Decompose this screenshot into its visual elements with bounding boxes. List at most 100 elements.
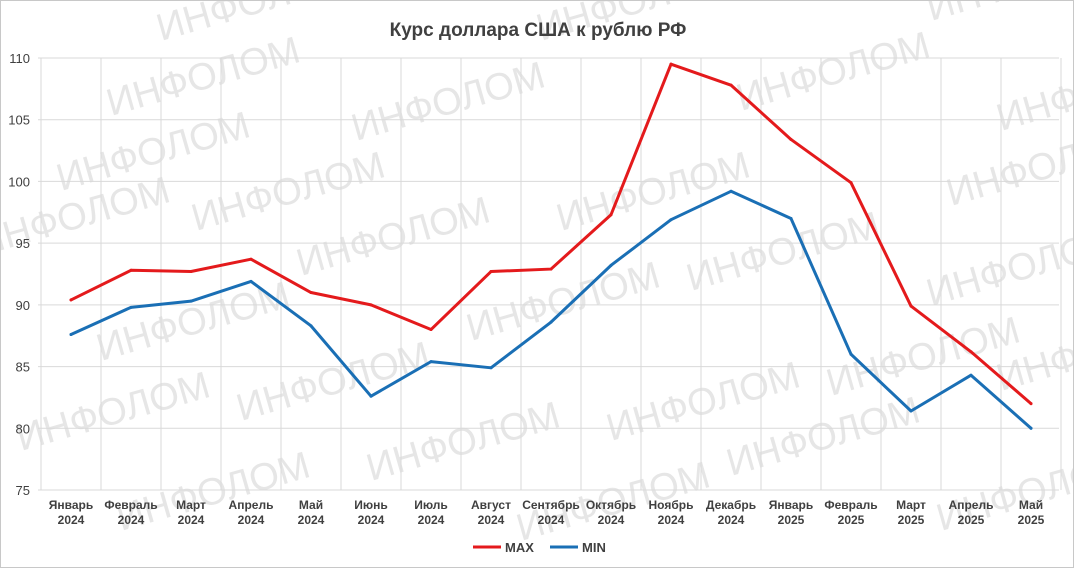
x-tick-label: Февраль	[104, 498, 157, 512]
y-tick-label: 105	[8, 113, 30, 128]
data-point-max	[789, 137, 793, 141]
x-tick-label-year: 2024	[658, 513, 685, 527]
watermark-text: ИНФОЛОМ	[682, 204, 885, 299]
x-tick-label-year: 2024	[478, 513, 505, 527]
watermark-text: ИНФОЛОМ	[552, 144, 755, 239]
data-point-min	[309, 324, 313, 328]
x-tick-label: Май	[299, 498, 323, 512]
x-tick-label: Декабрь	[706, 498, 756, 512]
watermark-text: ИНФОЛОМ	[232, 334, 435, 429]
y-tick-label: 110	[9, 51, 30, 66]
data-point-min	[489, 366, 493, 370]
x-tick-label: Июль	[414, 498, 448, 512]
data-point-min	[909, 409, 913, 413]
x-tick-label: Март	[176, 498, 206, 512]
data-point-min	[789, 216, 793, 220]
data-point-max	[729, 83, 733, 87]
watermark-text: ИНФОЛОМ	[932, 444, 1073, 539]
y-tick-label: 75	[16, 483, 30, 498]
data-point-max	[429, 328, 433, 332]
y-tick-label: 90	[16, 298, 30, 313]
watermark-text: ИНФОЛОМ	[102, 29, 305, 124]
x-tick-label-year: 2025	[898, 513, 925, 527]
series-layer	[69, 62, 1033, 430]
x-tick-label-year: 2024	[238, 513, 265, 527]
legend-label-min: MIN	[582, 540, 606, 555]
data-point-min	[1029, 426, 1033, 430]
x-tick-label: Сентябрь	[522, 498, 580, 512]
data-point-min	[129, 305, 133, 309]
data-point-max	[849, 181, 853, 185]
watermark-text: ИНФОЛОМ	[922, 1, 1073, 30]
x-tick-label-year: 2024	[298, 513, 325, 527]
x-tick-label: Январь	[49, 498, 93, 512]
gridlines	[38, 57, 1062, 491]
x-tick-label: Февраль	[824, 498, 877, 512]
data-point-max	[909, 304, 913, 308]
watermark-text: ИНФОЛОМ	[92, 274, 295, 369]
x-tick-label: Октябрь	[586, 498, 636, 512]
y-axis-ticks: 75 80 85 90 95 100 105 110	[8, 51, 30, 498]
legend: MAX MIN	[473, 540, 606, 555]
data-point-max	[969, 350, 973, 354]
x-tick-label: Май	[1019, 498, 1043, 512]
data-point-max	[1029, 402, 1033, 406]
x-tick-label: Ноябрь	[649, 498, 694, 512]
data-point-min	[729, 189, 733, 193]
x-tick-label-year: 2024	[358, 513, 385, 527]
x-tick-label: Июнь	[354, 498, 388, 512]
x-tick-label-year: 2024	[178, 513, 205, 527]
data-point-min	[849, 352, 853, 356]
data-point-min	[669, 218, 673, 222]
chart-title: Курс доллара США к рублю РФ	[390, 20, 687, 41]
data-point-max	[249, 257, 253, 261]
x-tick-label-year: 2025	[958, 513, 985, 527]
data-point-max	[189, 270, 193, 274]
x-tick-label-year: 2025	[838, 513, 865, 527]
watermark-text: ИНФОЛОМ	[922, 219, 1073, 314]
x-tick-label-year: 2025	[1018, 513, 1045, 527]
x-tick-label-year: 2024	[418, 513, 445, 527]
y-tick-label: 95	[16, 236, 30, 251]
watermark-text: ИНФОЛОМ	[347, 54, 550, 149]
y-tick-label: 80	[16, 421, 30, 436]
data-point-max	[309, 291, 313, 295]
x-tick-label-year: 2024	[58, 513, 85, 527]
x-tick-label-year: 2025	[778, 513, 805, 527]
x-tick-label: Апрель	[949, 498, 994, 512]
data-point-max	[129, 268, 133, 272]
x-tick-label-year: 2024	[538, 513, 565, 527]
watermark-text: ИНФОЛОМ	[462, 254, 665, 349]
y-tick-label: 85	[16, 360, 30, 375]
data-point-min	[549, 320, 553, 324]
data-point-max	[369, 303, 373, 307]
data-point-min	[969, 373, 973, 377]
y-tick-label: 100	[8, 174, 30, 189]
data-point-max	[489, 270, 493, 274]
x-tick-label-year: 2024	[118, 513, 145, 527]
x-tick-label-year: 2024	[718, 513, 745, 527]
data-point-max	[609, 213, 613, 217]
legend-label-max: MAX	[505, 540, 534, 555]
data-point-min	[369, 394, 373, 398]
x-axis-ticks: Январь2024Февраль2024Март2024Апрель2024М…	[49, 498, 1045, 527]
data-point-min	[249, 279, 253, 283]
data-point-min	[69, 332, 73, 336]
watermark-text: ИНФОЛОМ	[362, 394, 565, 489]
x-tick-label-year: 2024	[598, 513, 625, 527]
data-point-min	[429, 360, 433, 364]
data-point-min	[609, 263, 613, 267]
x-tick-label: Апрель	[229, 498, 274, 512]
x-tick-label: Март	[896, 498, 926, 512]
x-tick-label: Август	[471, 498, 511, 512]
watermark-text: ИНФОЛОМ	[732, 24, 935, 119]
data-point-min	[189, 299, 193, 303]
x-tick-label: Январь	[769, 498, 813, 512]
data-point-max	[669, 62, 673, 66]
data-point-max	[549, 267, 553, 271]
watermark-text: ИНФОЛОМ	[12, 364, 215, 459]
data-point-max	[69, 298, 73, 302]
